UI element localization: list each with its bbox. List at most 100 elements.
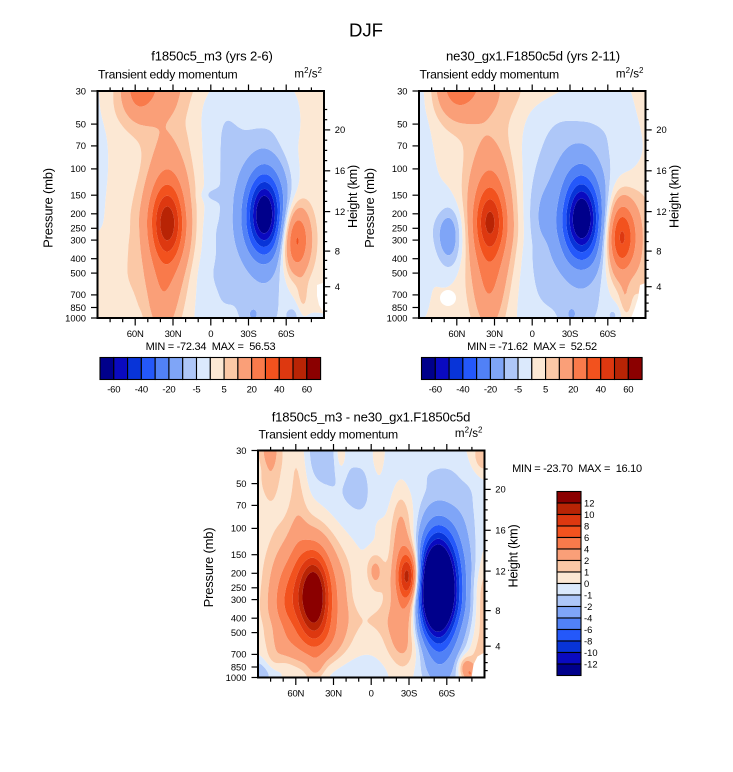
svg-text:60N: 60N [127, 329, 144, 340]
svg-text:500: 500 [231, 627, 247, 638]
svg-text:1000: 1000 [65, 312, 86, 323]
svg-text:20: 20 [568, 385, 578, 396]
svg-text:16: 16 [656, 165, 666, 176]
svg-text:200: 200 [231, 568, 247, 579]
svg-text:8: 8 [584, 520, 589, 531]
svg-text:Transient eddy momentum: Transient eddy momentum [259, 428, 399, 442]
svg-text:Pressure (mb): Pressure (mb) [201, 528, 216, 608]
svg-text:60S: 60S [439, 689, 455, 700]
svg-text:250: 250 [70, 223, 86, 234]
svg-text:-20: -20 [484, 385, 497, 396]
svg-text:100: 100 [392, 163, 408, 174]
svg-text:8: 8 [335, 245, 340, 256]
svg-text:300: 300 [70, 234, 86, 245]
svg-text:8: 8 [656, 245, 661, 256]
svg-text:5: 5 [543, 385, 548, 396]
svg-text:500: 500 [70, 267, 86, 278]
svg-text:ne30_gx1.F1850c5d (yrs 2-11): ne30_gx1.F1850c5d (yrs 2-11) [446, 49, 620, 64]
svg-text:0: 0 [530, 329, 535, 340]
svg-text:0: 0 [584, 578, 589, 589]
svg-text:0: 0 [208, 329, 213, 340]
svg-text:50: 50 [397, 118, 407, 129]
svg-text:850: 850 [231, 661, 247, 672]
svg-text:1: 1 [584, 566, 589, 577]
svg-text:50: 50 [76, 118, 86, 129]
svg-text:400: 400 [392, 253, 408, 264]
svg-text:60: 60 [302, 385, 312, 396]
svg-text:150: 150 [231, 549, 247, 560]
svg-text:10: 10 [584, 509, 594, 520]
svg-text:4: 4 [656, 281, 661, 292]
svg-text:20: 20 [247, 385, 257, 396]
svg-text:20: 20 [495, 484, 505, 495]
svg-text:12: 12 [335, 206, 345, 217]
svg-text:250: 250 [392, 223, 408, 234]
svg-text:16: 16 [335, 165, 345, 176]
svg-text:150: 150 [392, 190, 408, 201]
svg-text:MIN = -23.70 MAX = 16.10: MIN = -23.70 MAX = 16.10 [512, 463, 642, 475]
svg-text:60: 60 [623, 385, 633, 396]
svg-text:70: 70 [397, 140, 407, 151]
svg-text:850: 850 [392, 302, 408, 313]
svg-text:4: 4 [335, 281, 340, 292]
svg-text:-60: -60 [429, 385, 442, 396]
svg-text:850: 850 [70, 302, 86, 313]
svg-text:40: 40 [274, 385, 284, 396]
svg-text:40: 40 [596, 385, 606, 396]
svg-text:m2/s2: m2/s2 [455, 426, 483, 440]
svg-text:300: 300 [392, 234, 408, 245]
svg-text:-60: -60 [107, 385, 120, 396]
svg-text:Height (km): Height (km) [507, 525, 521, 588]
svg-text:-10: -10 [584, 647, 598, 658]
svg-text:5: 5 [222, 385, 227, 396]
svg-text:50: 50 [236, 478, 246, 489]
svg-text:30N: 30N [486, 329, 503, 340]
svg-text:-2: -2 [584, 601, 592, 612]
svg-text:4: 4 [495, 641, 500, 652]
svg-text:30S: 30S [401, 689, 417, 700]
svg-text:8: 8 [495, 605, 500, 616]
svg-text:Pressure (mb): Pressure (mb) [362, 168, 377, 248]
svg-text:400: 400 [70, 253, 86, 264]
svg-text:f1850c5_m3 - ne30_gx1.F1850c5d: f1850c5_m3 - ne30_gx1.F1850c5d [272, 410, 471, 425]
svg-text:12: 12 [584, 497, 594, 508]
svg-text:-40: -40 [456, 385, 469, 396]
svg-text:700: 700 [392, 289, 408, 300]
svg-text:200: 200 [70, 208, 86, 219]
svg-text:6: 6 [584, 532, 589, 543]
svg-text:0: 0 [369, 689, 374, 700]
svg-text:-4: -4 [584, 612, 592, 623]
svg-text:70: 70 [236, 500, 246, 511]
svg-text:1000: 1000 [226, 672, 247, 683]
svg-text:f1850c5_m3 (yrs 2-6): f1850c5_m3 (yrs 2-6) [151, 49, 272, 64]
svg-text:700: 700 [70, 289, 86, 300]
svg-text:-12: -12 [584, 658, 598, 669]
svg-text:-5: -5 [192, 385, 200, 396]
svg-text:-5: -5 [514, 385, 522, 396]
svg-text:4: 4 [584, 543, 589, 554]
svg-text:100: 100 [70, 163, 86, 174]
svg-text:400: 400 [231, 613, 247, 624]
svg-text:Transient eddy momentum: Transient eddy momentum [98, 68, 238, 82]
svg-text:MIN = -72.34 MAX = 56.53: MIN = -72.34 MAX = 56.53 [146, 341, 276, 353]
svg-text:m2/s2: m2/s2 [294, 66, 322, 80]
svg-text:150: 150 [70, 190, 86, 201]
svg-text:70: 70 [76, 140, 86, 151]
svg-text:-6: -6 [584, 624, 592, 635]
svg-text:30S: 30S [240, 329, 256, 340]
svg-text:250: 250 [231, 582, 247, 593]
svg-text:Pressure (mb): Pressure (mb) [41, 168, 56, 248]
svg-text:300: 300 [231, 594, 247, 605]
svg-text:-40: -40 [135, 385, 148, 396]
svg-text:200: 200 [392, 208, 408, 219]
svg-text:30N: 30N [325, 689, 342, 700]
svg-text:Height (km): Height (km) [668, 165, 682, 228]
svg-text:1000: 1000 [387, 312, 408, 323]
svg-text:-20: -20 [162, 385, 175, 396]
svg-text:MIN = -71.62 MAX = 52.52: MIN = -71.62 MAX = 52.52 [467, 341, 597, 353]
svg-text:500: 500 [392, 267, 408, 278]
svg-text:100: 100 [231, 523, 247, 534]
svg-text:30: 30 [236, 445, 246, 456]
svg-text:Height (km): Height (km) [346, 165, 360, 228]
svg-text:700: 700 [231, 649, 247, 660]
